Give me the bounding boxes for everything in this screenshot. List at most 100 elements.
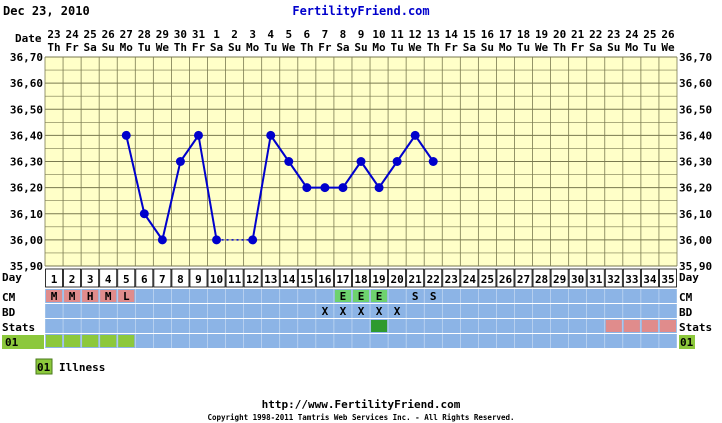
weekday-label: Mo bbox=[246, 41, 260, 54]
row-label-code-left-box bbox=[2, 335, 44, 349]
y-tick-label-right: 36,40 bbox=[679, 129, 712, 142]
bd-value: X bbox=[340, 305, 347, 318]
day-cell bbox=[135, 268, 154, 288]
weekday-label: Fr bbox=[571, 41, 585, 54]
day-label: 19 bbox=[372, 273, 385, 286]
date-label: 8 bbox=[340, 28, 347, 41]
row-label-date: Date bbox=[15, 32, 42, 45]
day-cell bbox=[207, 268, 226, 288]
date-label: 26 bbox=[661, 28, 675, 41]
day-cell bbox=[586, 268, 605, 288]
day-label: 21 bbox=[409, 273, 423, 286]
cm-value: S bbox=[412, 290, 419, 303]
weekday-label: Tu bbox=[643, 41, 656, 54]
row-label-day-left: Day bbox=[2, 271, 22, 284]
weekday-label: Th bbox=[300, 41, 313, 54]
day-cell bbox=[315, 268, 334, 288]
temp-point bbox=[338, 183, 348, 193]
date-label: 23 bbox=[47, 28, 60, 41]
weekday-label: We bbox=[409, 41, 423, 54]
stats-cell bbox=[641, 320, 658, 332]
legend-label: Illness bbox=[59, 361, 105, 374]
date-label: 13 bbox=[427, 28, 440, 41]
weekday-label: We bbox=[282, 41, 296, 54]
day-label: 25 bbox=[481, 273, 494, 286]
row-label-code-right-box bbox=[679, 335, 695, 349]
temp-point bbox=[248, 235, 258, 245]
y-tick-label-left: 36,70 bbox=[10, 51, 43, 64]
date-label: 9 bbox=[358, 28, 365, 41]
day-cell bbox=[81, 268, 100, 288]
day-cell bbox=[99, 268, 118, 288]
day-cell bbox=[442, 268, 461, 288]
day-label: 7 bbox=[159, 273, 166, 286]
date-label: 5 bbox=[285, 28, 292, 41]
day-label: 10 bbox=[210, 273, 223, 286]
date-label: 25 bbox=[84, 28, 97, 41]
day-label: 31 bbox=[589, 273, 603, 286]
date-label: 27 bbox=[120, 28, 133, 41]
date-label: 1 bbox=[213, 28, 220, 41]
day-label: 8 bbox=[177, 273, 184, 286]
temp-point bbox=[175, 157, 185, 166]
date-label: 16 bbox=[481, 28, 495, 41]
weekday-label: Th bbox=[427, 41, 440, 54]
bd-value: X bbox=[322, 305, 329, 318]
day-label: 30 bbox=[571, 273, 584, 286]
day-label: 11 bbox=[228, 273, 242, 286]
weekday-label: Tu bbox=[264, 41, 277, 54]
day-cell bbox=[189, 268, 208, 288]
day-label: 23 bbox=[445, 273, 458, 286]
day-cell bbox=[460, 268, 479, 288]
bd-value: X bbox=[358, 305, 365, 318]
date-label: 24 bbox=[625, 28, 639, 41]
y-tick-label-right: 35,90 bbox=[679, 260, 712, 273]
weekday-label: Sa bbox=[589, 41, 602, 54]
day-cell bbox=[659, 268, 677, 288]
temp-line-segment bbox=[161, 161, 182, 241]
temp-point bbox=[157, 235, 167, 245]
weekday-label: We bbox=[156, 41, 170, 54]
date-label: 12 bbox=[409, 28, 422, 41]
day-cell bbox=[117, 268, 136, 288]
y-tick-label-left: 36,50 bbox=[10, 103, 43, 116]
temp-point bbox=[356, 157, 366, 166]
date-label: 19 bbox=[535, 28, 548, 41]
y-tick-label-right: 36,70 bbox=[679, 51, 712, 64]
weekday-label: Sa bbox=[463, 41, 476, 54]
day-label: 18 bbox=[354, 273, 367, 286]
date-label: 3 bbox=[249, 28, 256, 41]
day-label: 32 bbox=[607, 273, 620, 286]
cm-value: H bbox=[87, 290, 94, 303]
day-cell bbox=[334, 268, 352, 288]
cm-value: L bbox=[123, 290, 130, 303]
row-bg-stats bbox=[45, 319, 677, 333]
day-label: 34 bbox=[643, 273, 657, 286]
day-cell bbox=[352, 268, 370, 288]
bd-value: X bbox=[376, 305, 383, 318]
weekday-label: Fr bbox=[192, 41, 206, 54]
header-site: FertilityFriend.com bbox=[292, 4, 429, 18]
date-label: 24 bbox=[65, 28, 79, 41]
weekday-label: Sa bbox=[84, 41, 97, 54]
date-label: 2 bbox=[231, 28, 238, 41]
weekday-label: Fr bbox=[445, 41, 459, 54]
temp-line-segment bbox=[414, 134, 435, 163]
weekday-label: Th bbox=[47, 41, 60, 54]
row-bg-code bbox=[45, 334, 677, 348]
day-cell bbox=[424, 268, 443, 288]
day-label: 13 bbox=[264, 273, 277, 286]
temp-line-segment bbox=[378, 160, 398, 189]
weekday-label: Sa bbox=[210, 41, 223, 54]
weekday-label: Th bbox=[553, 41, 566, 54]
day-label: 9 bbox=[195, 273, 202, 286]
date-label: 21 bbox=[571, 28, 585, 41]
stats-cell bbox=[623, 320, 640, 332]
row-label-bd-right: BD bbox=[679, 306, 693, 319]
weekday-label: Mo bbox=[120, 41, 134, 54]
temp-point bbox=[266, 130, 276, 140]
weekday-label: Mo bbox=[372, 41, 386, 54]
y-tick-label-right: 36,30 bbox=[679, 156, 712, 169]
day-cell bbox=[225, 268, 244, 288]
bd-value: X bbox=[394, 305, 401, 318]
